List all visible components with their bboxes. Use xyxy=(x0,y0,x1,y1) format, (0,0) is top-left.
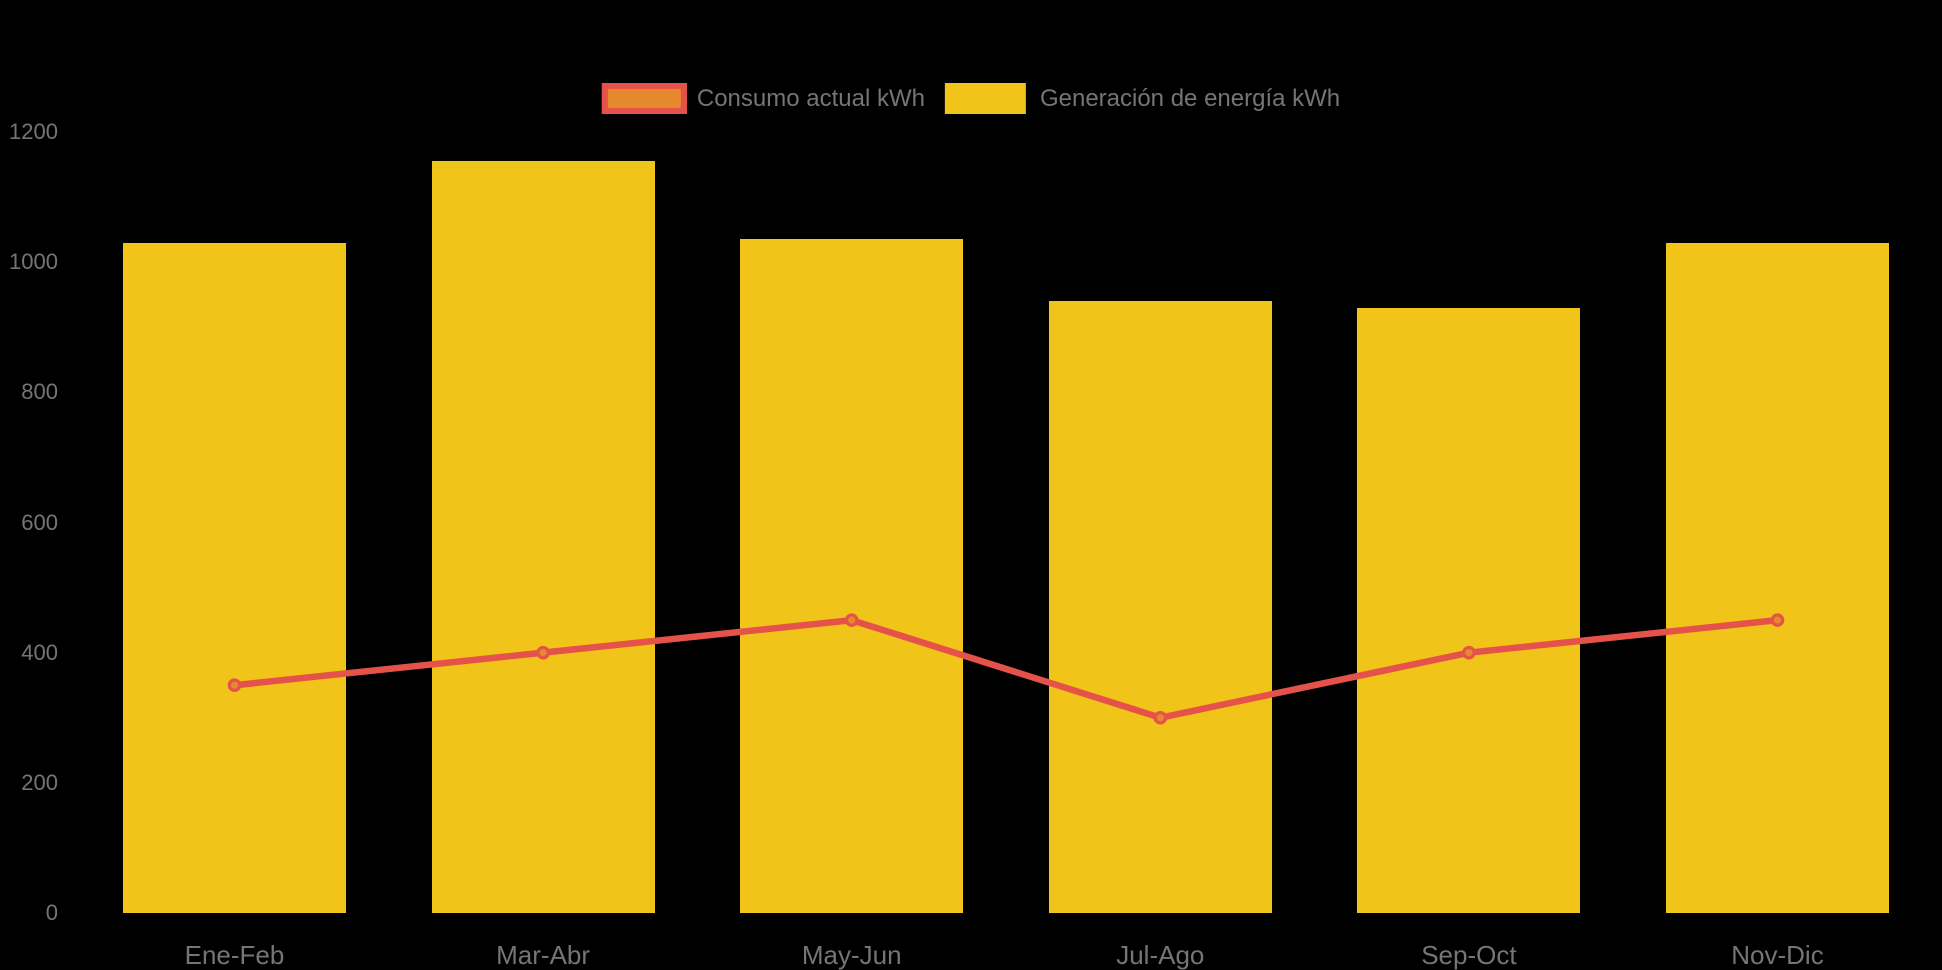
x-axis-tick-label: Ene-Feb xyxy=(184,940,285,970)
legend-item-consumo[interactable]: Consumo actual kWh xyxy=(601,83,925,114)
x-axis-tick-label: May-Jun xyxy=(801,940,902,970)
y-axis-tick-label: 1000 xyxy=(9,249,58,275)
x-axis-tick-label: Jul-Ago xyxy=(1116,940,1205,970)
consumo-legend-swatch-icon xyxy=(601,83,687,114)
y-axis-tick-label: 200 xyxy=(21,769,58,795)
generacion-legend-swatch-icon xyxy=(944,83,1026,114)
x-axis-tick-label: Mar-Abr xyxy=(496,940,591,970)
legend-item-generacion[interactable]: Generación de energía kWh xyxy=(944,83,1341,114)
legend: Consumo actual kWh Generación de energía… xyxy=(601,83,1341,114)
generacion-bar-sep-oct[interactable] xyxy=(1357,307,1581,913)
consumo-legend-label: Consumo actual kWh xyxy=(696,84,925,112)
y-axis-tick-label: 400 xyxy=(21,639,58,665)
generacion-bar-may-jun[interactable] xyxy=(740,239,964,913)
generacion-bar-ene-feb[interactable] xyxy=(123,242,346,913)
x-axis-tick-label: Nov-Dic xyxy=(1731,940,1824,970)
y-axis-tick-label: 600 xyxy=(21,509,58,535)
y-axis-tick-label: 1200 xyxy=(9,119,58,144)
generacion-legend-label: Generación de energía kWh xyxy=(1039,84,1341,112)
x-axis-tick-label: Sep-Oct xyxy=(1421,940,1517,970)
y-axis-tick-label: 0 xyxy=(45,900,58,925)
y-axis-tick-label: 800 xyxy=(21,379,58,405)
generacion-bar-nov-dic[interactable] xyxy=(1666,242,1889,913)
generacion-bar-mar-abr[interactable] xyxy=(431,161,655,913)
generacion-bar-jul-ago[interactable] xyxy=(1048,301,1272,913)
